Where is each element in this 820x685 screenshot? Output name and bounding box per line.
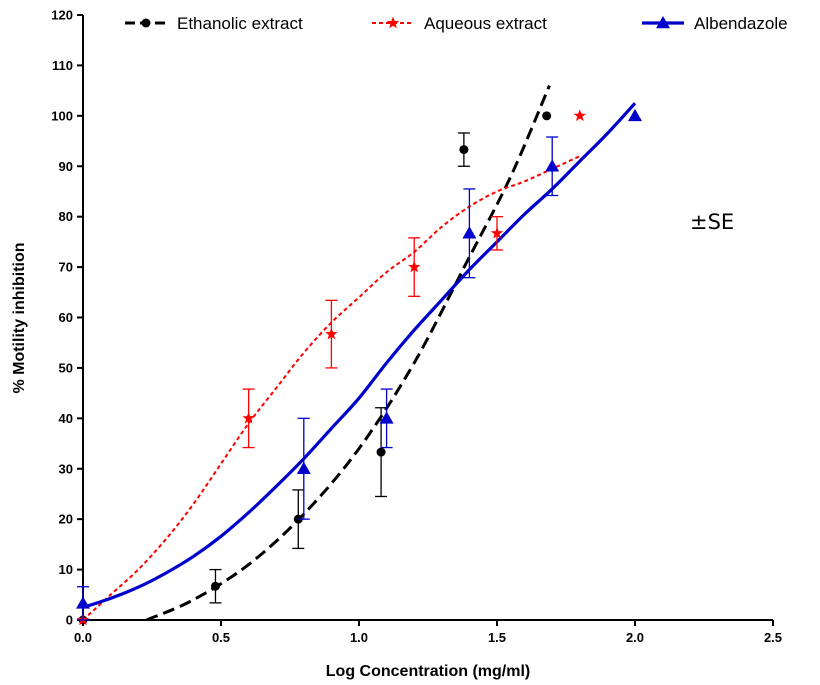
x-tick-label: 1.5 (488, 630, 506, 645)
y-tick-label: 80 (59, 209, 73, 224)
x-tick-label: 1.0 (350, 630, 368, 645)
albendazole-fit-curve (82, 102, 637, 609)
y-tick-label: 50 (59, 360, 73, 375)
ethanolic-legend-label: Ethanolic extract (177, 14, 303, 33)
aqueous-legend-marker (386, 16, 400, 29)
albendazole-point (462, 226, 477, 239)
y-tick-label: 0 (66, 613, 73, 628)
ethanolic-point (459, 145, 469, 155)
data-points (76, 108, 642, 626)
ethanolic-fit-curve (145, 84, 551, 622)
se-annotation: ±SE (690, 210, 734, 234)
axes: 0 10 20 30 40 50 60 70 80 90 100 110 120 0.0 0.5 1.0 1.5… (51, 8, 782, 646)
y-tick-label: 30 (59, 461, 73, 476)
aqueous-point (242, 411, 255, 424)
y-tick-label: 90 (59, 159, 73, 174)
albendazole-point (379, 411, 394, 424)
aqueous-point (325, 327, 338, 340)
x-axis-title: Log Concentration (mg/ml) (326, 663, 530, 680)
albendazole-point (296, 461, 311, 474)
aqueous-point (490, 226, 504, 239)
aqueous-point (573, 109, 586, 122)
y-tick-label: 110 (52, 58, 73, 73)
y-tick-label: 70 (59, 260, 73, 275)
albendazole-point (628, 108, 642, 122)
ethanolic-point (376, 447, 386, 457)
ethanolic-point (542, 111, 552, 121)
aqueous-point (408, 260, 421, 273)
aqueous-fit-curve (82, 155, 581, 621)
ethanolic-point (210, 581, 220, 591)
y-tick-label: 40 (59, 411, 73, 426)
x-tick-label: 0.5 (212, 630, 230, 645)
x-tick-label: 0.0 (74, 630, 92, 645)
albendazole-point (545, 159, 560, 172)
y-axis-title: % Motility inhibition (11, 242, 28, 393)
albendazole-point (76, 596, 90, 609)
y-tick-label: 10 (59, 562, 73, 577)
legend: Ethanolic extract Aqueous extract Albendaz… (125, 14, 788, 33)
y-tick-label: 100 (51, 108, 73, 123)
x-tick-label: 2.5 (764, 630, 782, 645)
x-tick-label: 2.0 (626, 630, 644, 645)
y-tick-label: 60 (59, 310, 73, 325)
albendazole-legend-label: Albendazole (694, 14, 788, 33)
y-tick-label: 20 (59, 512, 73, 527)
ethanolic-legend-marker (141, 18, 151, 28)
albendazole-legend-marker (656, 16, 670, 29)
aqueous-legend-label: Aqueous extract (424, 14, 547, 33)
y-tick-label: 120 (51, 8, 73, 23)
